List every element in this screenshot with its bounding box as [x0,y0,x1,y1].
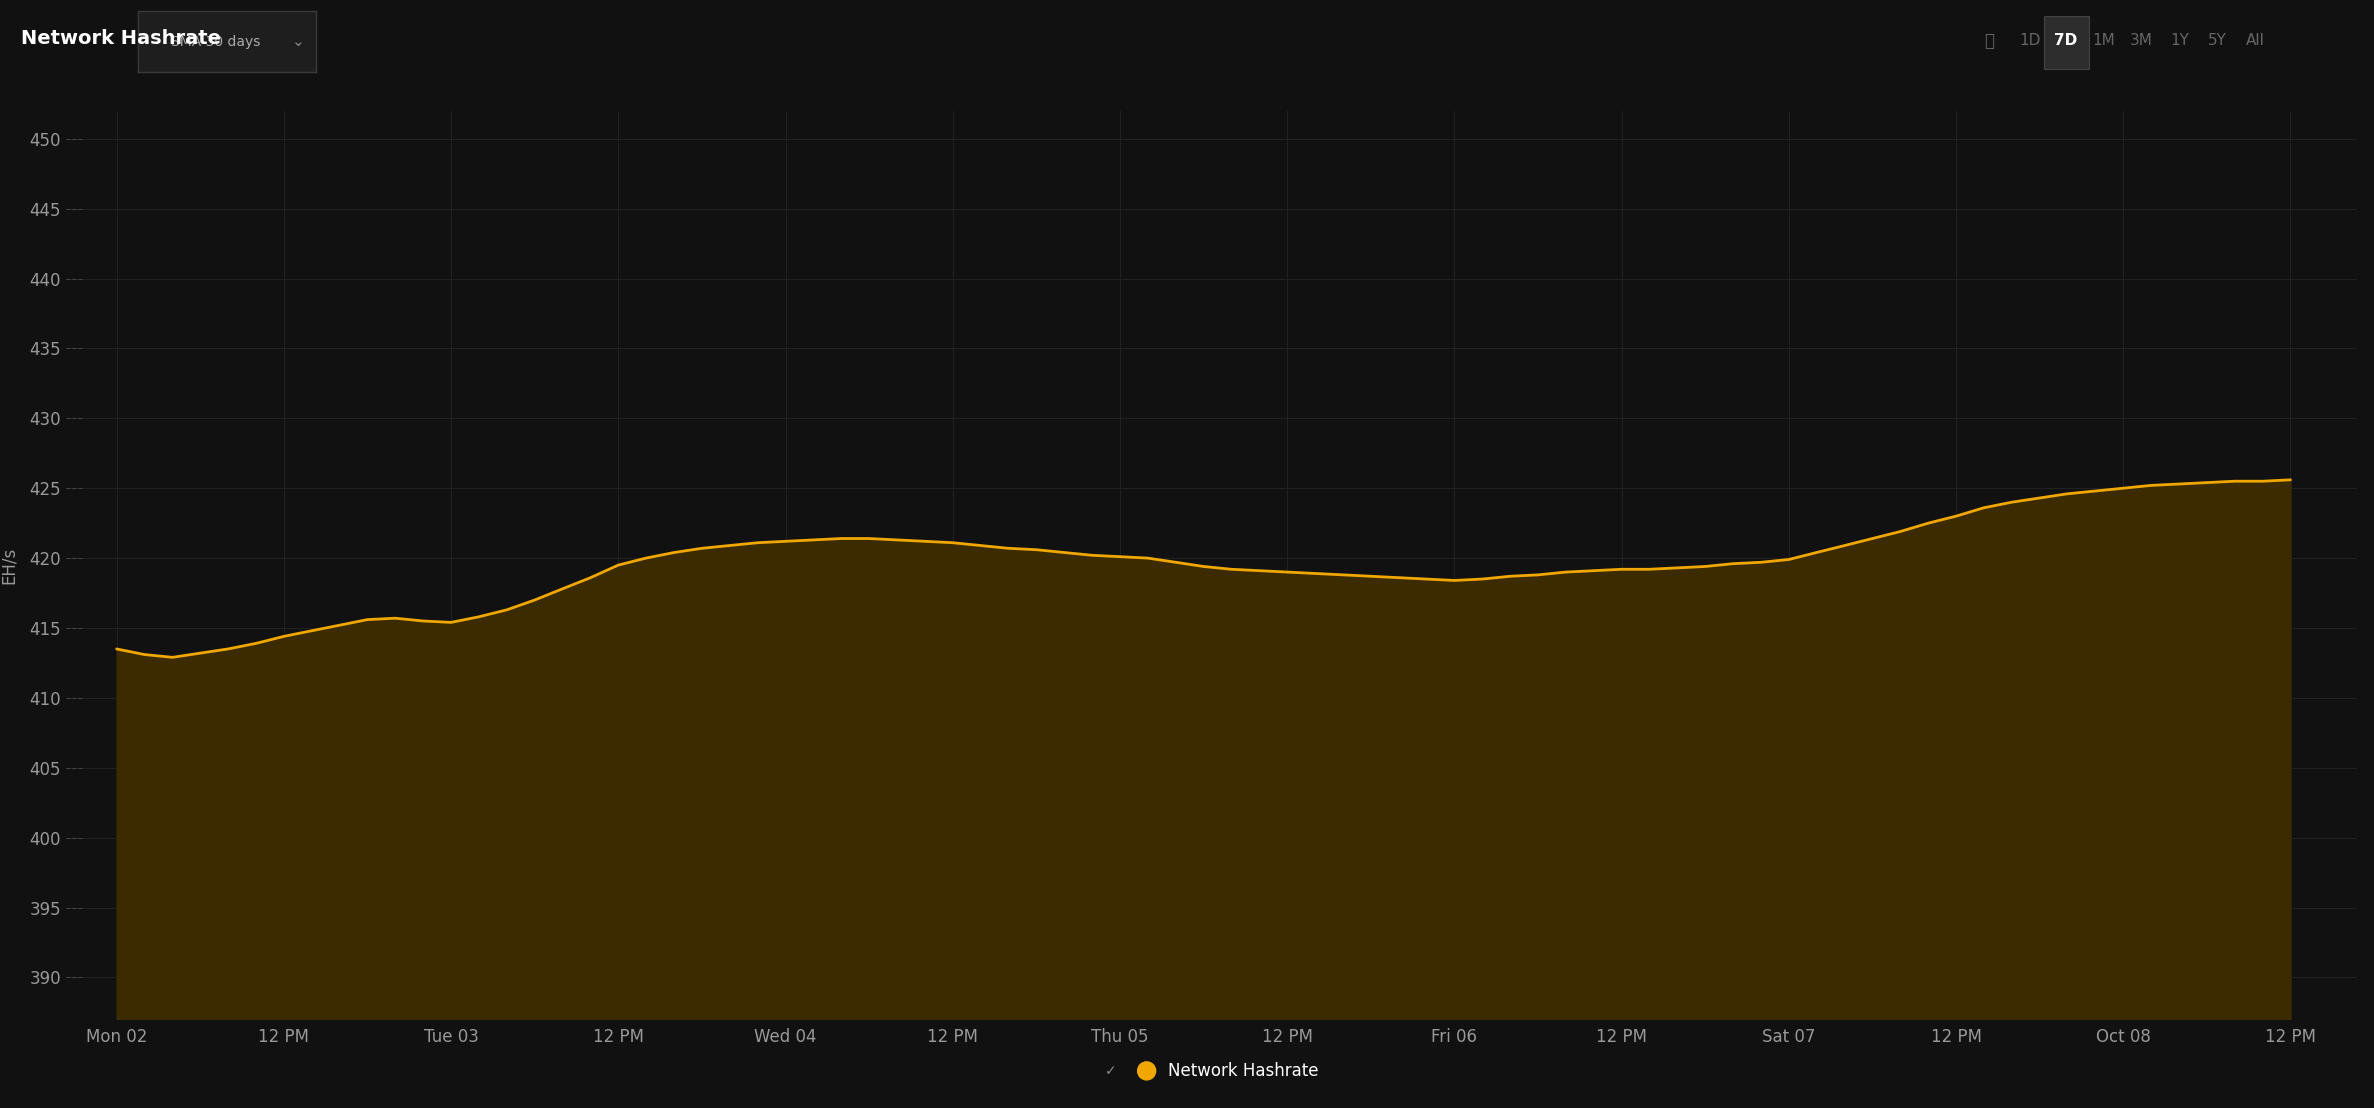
Text: ⛶: ⛶ [1985,32,1994,50]
Text: Network Hashrate: Network Hashrate [1168,1063,1318,1080]
Text: 3M: 3M [2129,33,2153,49]
Y-axis label: EH/s: EH/s [0,546,19,584]
Circle shape [1137,1061,1156,1080]
Text: ✓: ✓ [1106,1065,1116,1078]
Text: Network Hashrate: Network Hashrate [21,29,221,49]
Text: SMA 30 days: SMA 30 days [171,34,261,49]
Text: 1Y: 1Y [2170,33,2189,49]
Text: 1M: 1M [2091,33,2115,49]
Text: 7D: 7D [2054,33,2077,49]
Text: 5Y: 5Y [2208,33,2227,49]
Text: All: All [2246,33,2265,49]
Text: 1D: 1D [2018,33,2042,49]
Text: ⌄: ⌄ [292,34,304,49]
